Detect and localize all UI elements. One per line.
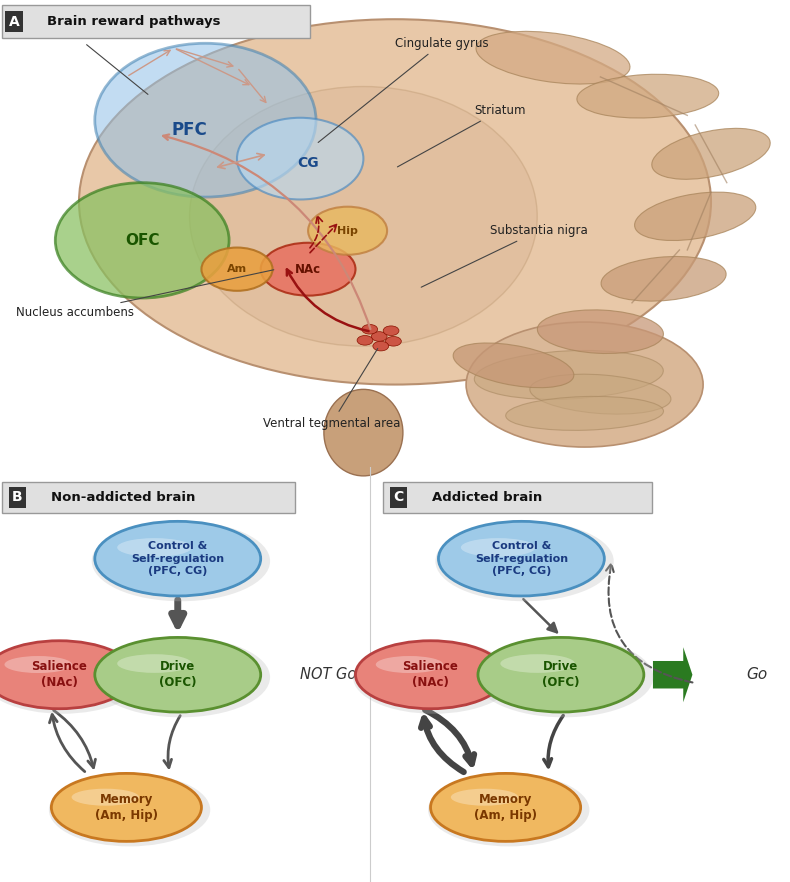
Circle shape (362, 325, 378, 334)
Circle shape (371, 332, 387, 341)
Ellipse shape (453, 343, 574, 388)
Circle shape (383, 326, 399, 335)
Text: Nucleus accumbens: Nucleus accumbens (16, 270, 274, 319)
Ellipse shape (0, 640, 134, 709)
Ellipse shape (95, 43, 316, 197)
Ellipse shape (92, 637, 270, 717)
Text: Salience
(NAc): Salience (NAc) (403, 660, 458, 690)
Ellipse shape (117, 654, 192, 673)
Text: NOT Go: NOT Go (300, 667, 356, 683)
Ellipse shape (376, 656, 443, 673)
Text: B: B (12, 490, 23, 505)
Ellipse shape (117, 538, 192, 557)
Ellipse shape (353, 640, 514, 714)
Circle shape (373, 341, 389, 351)
Ellipse shape (237, 118, 363, 199)
Text: CG: CG (297, 156, 319, 170)
Text: Addicted brain: Addicted brain (432, 490, 543, 504)
Ellipse shape (190, 86, 537, 346)
Ellipse shape (201, 248, 273, 291)
Ellipse shape (51, 774, 201, 841)
Ellipse shape (478, 638, 644, 712)
Text: Hip: Hip (337, 226, 358, 235)
Text: Am: Am (227, 265, 247, 274)
Ellipse shape (5, 656, 72, 673)
Text: Go: Go (747, 667, 768, 683)
Text: A: A (9, 15, 20, 28)
Text: Striatum: Striatum (397, 104, 525, 167)
Ellipse shape (474, 350, 664, 400)
Text: Ventral tegmental area: Ventral tegmental area (263, 348, 401, 430)
Ellipse shape (438, 521, 604, 596)
Ellipse shape (461, 538, 536, 557)
Ellipse shape (428, 774, 589, 847)
FancyBboxPatch shape (2, 4, 310, 39)
Ellipse shape (79, 19, 711, 385)
Ellipse shape (55, 183, 229, 298)
Ellipse shape (577, 74, 719, 118)
Ellipse shape (530, 374, 671, 415)
Text: Prefrontal cortex: Prefrontal cortex (24, 27, 148, 94)
Text: Memory
(Am, Hip): Memory (Am, Hip) (474, 793, 537, 822)
Text: PFC: PFC (171, 121, 208, 138)
Text: Memory
(Am, Hip): Memory (Am, Hip) (95, 793, 158, 822)
Text: OFC: OFC (125, 233, 160, 248)
Ellipse shape (431, 774, 581, 841)
Ellipse shape (356, 640, 506, 709)
Ellipse shape (308, 206, 387, 255)
Ellipse shape (261, 243, 356, 295)
Ellipse shape (324, 389, 403, 476)
Ellipse shape (466, 322, 703, 447)
Text: Control &
Self-regulation
(PFC, CG): Control & Self-regulation (PFC, CG) (131, 541, 224, 577)
Text: Cingulate gyrus: Cingulate gyrus (318, 37, 489, 143)
Ellipse shape (634, 192, 756, 241)
Circle shape (386, 336, 401, 346)
Text: Salience
(NAc): Salience (NAc) (32, 660, 87, 690)
Text: NAc: NAc (295, 263, 322, 276)
Ellipse shape (435, 521, 614, 602)
Ellipse shape (601, 257, 726, 301)
Ellipse shape (500, 654, 575, 673)
Circle shape (357, 335, 373, 345)
Ellipse shape (92, 521, 270, 602)
Ellipse shape (49, 774, 210, 847)
Ellipse shape (451, 789, 518, 805)
Ellipse shape (652, 129, 770, 179)
Ellipse shape (476, 32, 630, 84)
Text: C: C (393, 490, 403, 505)
Text: Substantia nigra: Substantia nigra (421, 224, 588, 288)
Ellipse shape (95, 638, 261, 712)
Ellipse shape (475, 637, 653, 717)
FancyBboxPatch shape (2, 482, 295, 513)
Ellipse shape (95, 521, 261, 596)
Ellipse shape (537, 310, 664, 354)
Text: Drive
(OFC): Drive (OFC) (159, 660, 197, 690)
Text: Brain reward pathways: Brain reward pathways (47, 15, 221, 28)
Ellipse shape (72, 789, 139, 805)
Text: Non-addicted brain: Non-addicted brain (51, 490, 196, 504)
Text: Control &
Self-regulation
(PFC, CG): Control & Self-regulation (PFC, CG) (475, 541, 568, 577)
Text: Drive
(OFC): Drive (OFC) (542, 660, 580, 690)
FancyBboxPatch shape (383, 482, 652, 513)
Ellipse shape (0, 640, 143, 714)
Ellipse shape (506, 396, 664, 430)
